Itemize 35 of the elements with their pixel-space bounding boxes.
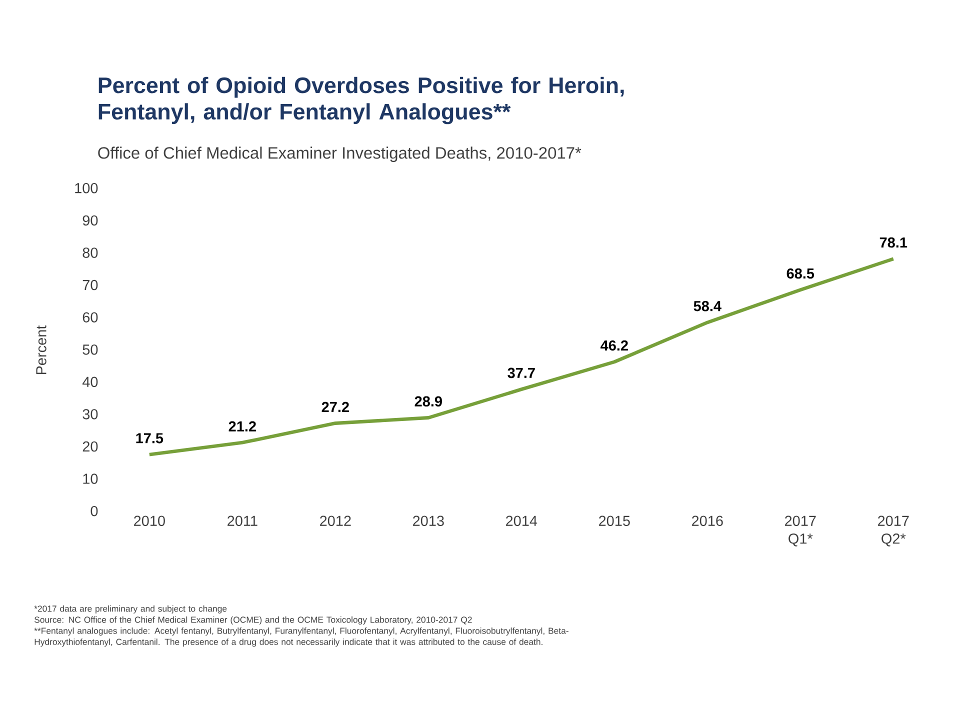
x-tick-label: 2017 Q2* [878,516,909,546]
chart-title: Percent of Opioid Overdoses Positive for Heroin, Fentanyl, and/or Fentanyl Analogues** [98,76,624,124]
x-tick-label: 2016 [692,516,723,526]
data-label: 58.4 [694,301,722,312]
y-tick-label: 20 [82,441,98,452]
y-tick-label: 50 [82,344,98,355]
source-note: Source: NC Office of the Chief Medical Examiner (OCME) and the OCME Toxicology Laboratory, 2010-2017 Q2 [34,616,472,625]
y-axis-title: Percent [36,326,46,374]
data-label: 27.2 [322,402,349,412]
data-label: 78.1 [880,237,908,248]
y-tick-label: 100 [75,183,98,194]
y-tick-label: 80 [82,248,98,258]
y-tick-label: 0 [90,506,98,516]
text: *2017 data are preliminary and subject to change [34,605,227,614]
x-tick-label: 2011 [228,516,258,526]
y-tick-label: 10 [83,474,98,484]
x-tick-label: 2014 [506,516,538,526]
chart-subtitle: Office of Chief Medical Examiner Investigated Deaths, 2010-2017* [98,146,582,162]
data-label: 68.5 [786,268,814,279]
x-tick-label: 2015 [599,516,630,526]
x-tick-label: 2013 [413,516,444,526]
y-tick-label: 70 [82,280,98,290]
data-label: 46.2 [600,340,628,351]
y-tick-label: 60 [82,312,98,323]
y-tick-label: 30 [82,409,98,420]
x-tick-label: 2017 Q1* [784,516,816,546]
data-label: 21.2 [228,421,256,432]
data-label: 28.9 [414,396,442,407]
y-tick-label: 90 [82,215,98,226]
x-tick-label: 2012 [320,516,351,526]
x-tick-label: 2010 [134,516,165,526]
data-label: 17.5 [136,433,164,444]
text: **Fentanyl analogues include: Acetyl fentanyl, Butrylfentanyl, Furanylfentanyl, Fluorofentanyl, Acrylfentanyl, Fluoroisobutrylfentanyl, Beta-Hydroxythiofentanyl, Carfentanil. The presence of a drug does not necessarily indicate that it was attributed to the cause of death. [34,628,568,647]
y-tick-label: 40 [82,376,98,388]
data-label: 37.7 [508,368,535,378]
